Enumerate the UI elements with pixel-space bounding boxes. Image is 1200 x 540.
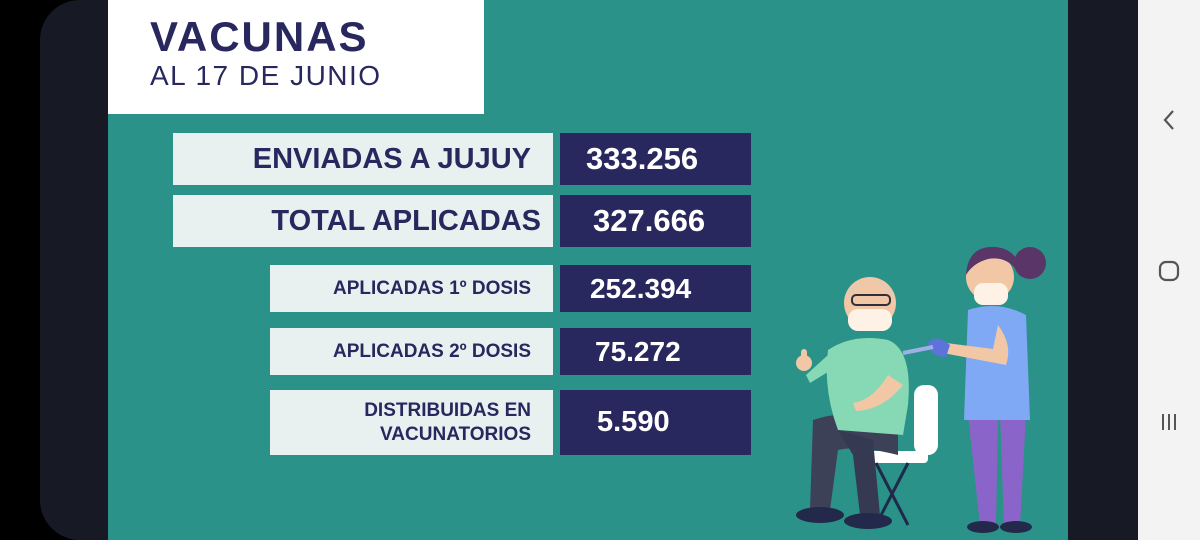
nurse-vaccinating-illustration <box>796 246 1046 533</box>
page-subtitle: AL 17 DE JUNIO <box>150 60 382 91</box>
row-label-distribuidas: DISTRIBUIDAS EN VACUNATORIOS <box>270 390 553 455</box>
row-value-text: 5.590 <box>597 406 670 438</box>
navigation-bar <box>1138 0 1200 540</box>
row-label-primera-dosis: APLICADAS 1º DOSIS <box>270 265 553 312</box>
vaccine-infographic: VACUNAS AL 17 DE JUNIO ENVIADAS A JUJUY … <box>108 0 1068 540</box>
row-value-enviadas: 333.256 <box>560 133 751 185</box>
row-value-text: 252.394 <box>590 272 692 304</box>
row-label-text: APLICADAS 2º DOSIS <box>332 340 531 362</box>
back-icon[interactable] <box>1154 105 1184 135</box>
row-label-total-aplicadas: TOTAL APLICADAS <box>173 195 553 247</box>
row-label-text: APLICADAS 1º DOSIS <box>332 277 531 299</box>
row-label-segunda-dosis: APLICADAS 2º DOSIS <box>270 328 553 375</box>
row-label-text: ENVIADAS A JUJUY <box>252 142 531 175</box>
row-value-text: 327.666 <box>593 203 706 238</box>
home-icon[interactable] <box>1154 256 1184 286</box>
row-value-segunda-dosis: 75.272 <box>560 328 751 375</box>
row-value-primera-dosis: 252.394 <box>560 265 751 312</box>
row-label-enviadas: ENVIADAS A JUJUY <box>173 133 553 185</box>
row-value-distribuidas: 5.590 <box>560 390 751 455</box>
row-label-text: TOTAL APLICADAS <box>271 204 541 237</box>
row-value-text: 333.256 <box>586 141 699 176</box>
row-label-text: DISTRIBUIDAS EN VACUNATORIOS <box>364 399 531 445</box>
page-title: VACUNAS <box>150 13 369 60</box>
row-value-text: 75.272 <box>595 335 681 367</box>
recents-icon[interactable] <box>1154 407 1184 437</box>
row-value-total-aplicadas: 327.666 <box>560 195 751 247</box>
title-box: VACUNAS AL 17 DE JUNIO <box>108 0 484 114</box>
